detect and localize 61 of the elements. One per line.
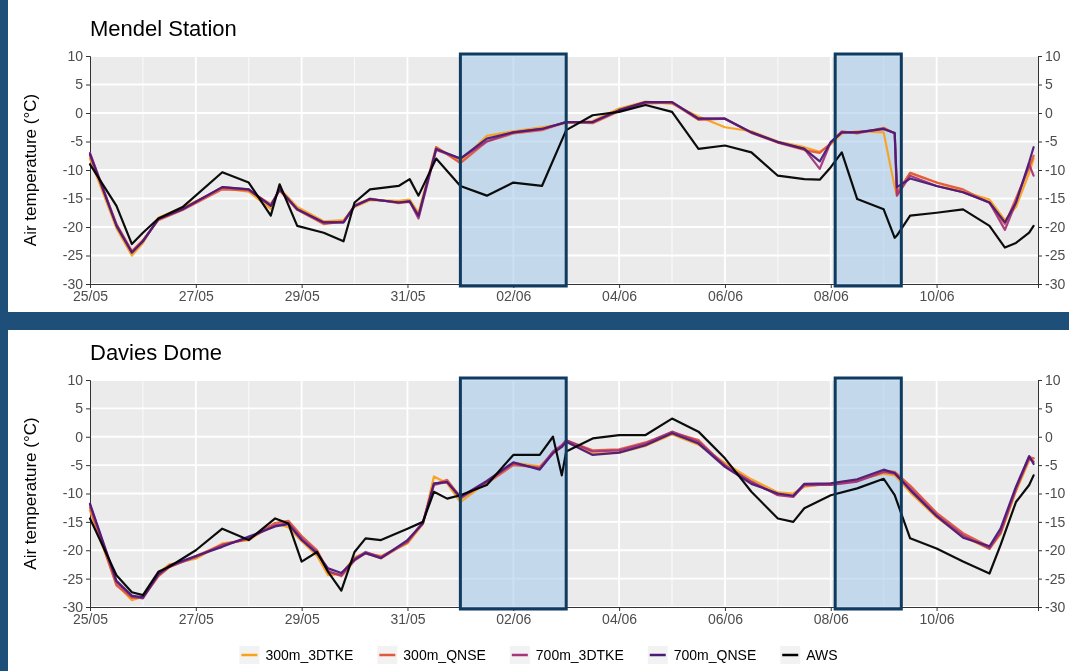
y-tick-label: 0: [75, 428, 84, 445]
y-tick-label: -5: [70, 457, 84, 474]
x-tick-label: 08/06: [813, 287, 849, 304]
chart-title: Davies Dome: [90, 340, 223, 365]
y2-tick-label: 10: [1045, 47, 1061, 64]
y-tick-label: -20: [62, 218, 84, 235]
y2-tick-label: 0: [1045, 428, 1053, 445]
y2-tick-label: -10: [1045, 485, 1066, 502]
y2-tick-label: 5: [1045, 76, 1053, 93]
y2-tick-label: -15: [1045, 190, 1066, 207]
chart-title: Mendel Station: [90, 16, 237, 41]
y-tick-label: -25: [62, 570, 84, 587]
x-tick-label: 02/06: [496, 610, 532, 627]
legend-label: 700m_QNSE: [673, 647, 757, 663]
legend-label: 300m_QNSE: [403, 647, 486, 663]
y2-tick-label: -5: [1045, 133, 1058, 150]
y2-tick-label: -30: [1045, 275, 1066, 292]
y-tick-label: -10: [62, 485, 84, 502]
x-tick-label: 10/06: [919, 610, 955, 627]
y-tick-label: -15: [62, 190, 84, 207]
x-tick-label: 04/06: [602, 287, 638, 304]
y2-tick-label: 5: [1045, 400, 1053, 417]
x-tick-label: 10/06: [919, 287, 955, 304]
legend-label: AWS: [806, 647, 838, 663]
y-tick-label: 0: [75, 104, 84, 121]
y-tick-label: 5: [75, 76, 84, 93]
y-axis-title: Air temperature (°C): [21, 417, 40, 570]
y2-tick-label: -15: [1045, 513, 1066, 530]
x-tick-label: 31/05: [390, 287, 426, 304]
y2-tick-label: 10: [1045, 371, 1061, 388]
y-tick-label: -10: [62, 161, 84, 178]
y-tick-label: -30: [62, 275, 84, 292]
x-tick-label: 08/06: [813, 610, 849, 627]
y-tick-label: -25: [62, 247, 84, 264]
y2-tick-label: -30: [1045, 598, 1066, 615]
y2-tick-label: -20: [1045, 542, 1066, 559]
y-tick-label: 10: [67, 47, 84, 64]
x-tick-label: 31/05: [390, 610, 426, 627]
y-tick-label: -20: [62, 542, 84, 559]
x-tick-label: 27/05: [178, 610, 215, 627]
y2-tick-label: -25: [1045, 247, 1066, 264]
x-tick-label: 04/06: [602, 610, 638, 627]
y2-tick-label: 0: [1045, 104, 1053, 121]
x-tick-label: 06/06: [707, 287, 744, 304]
x-tick-label: 29/05: [284, 287, 320, 304]
y-tick-label: -5: [70, 133, 84, 150]
y-tick-label: -30: [62, 598, 84, 615]
y2-tick-label: -25: [1045, 570, 1066, 587]
y-axis-title: Air temperature (°C): [21, 93, 40, 247]
y2-tick-label: -20: [1045, 218, 1066, 235]
legend-label: 700m_3DTKE: [535, 647, 624, 663]
x-tick-label: 27/05: [178, 287, 215, 304]
y2-tick-label: -5: [1045, 457, 1058, 474]
y-tick-label: -15: [62, 513, 84, 530]
y2-tick-label: -10: [1045, 161, 1066, 178]
x-tick-label: 02/06: [496, 287, 532, 304]
x-tick-label: 29/05: [284, 610, 320, 627]
y-tick-label: 10: [67, 371, 84, 388]
legend-label: 300m_3DTKE: [265, 647, 354, 663]
x-tick-label: 06/06: [707, 610, 744, 627]
y-tick-label: 5: [75, 400, 84, 417]
